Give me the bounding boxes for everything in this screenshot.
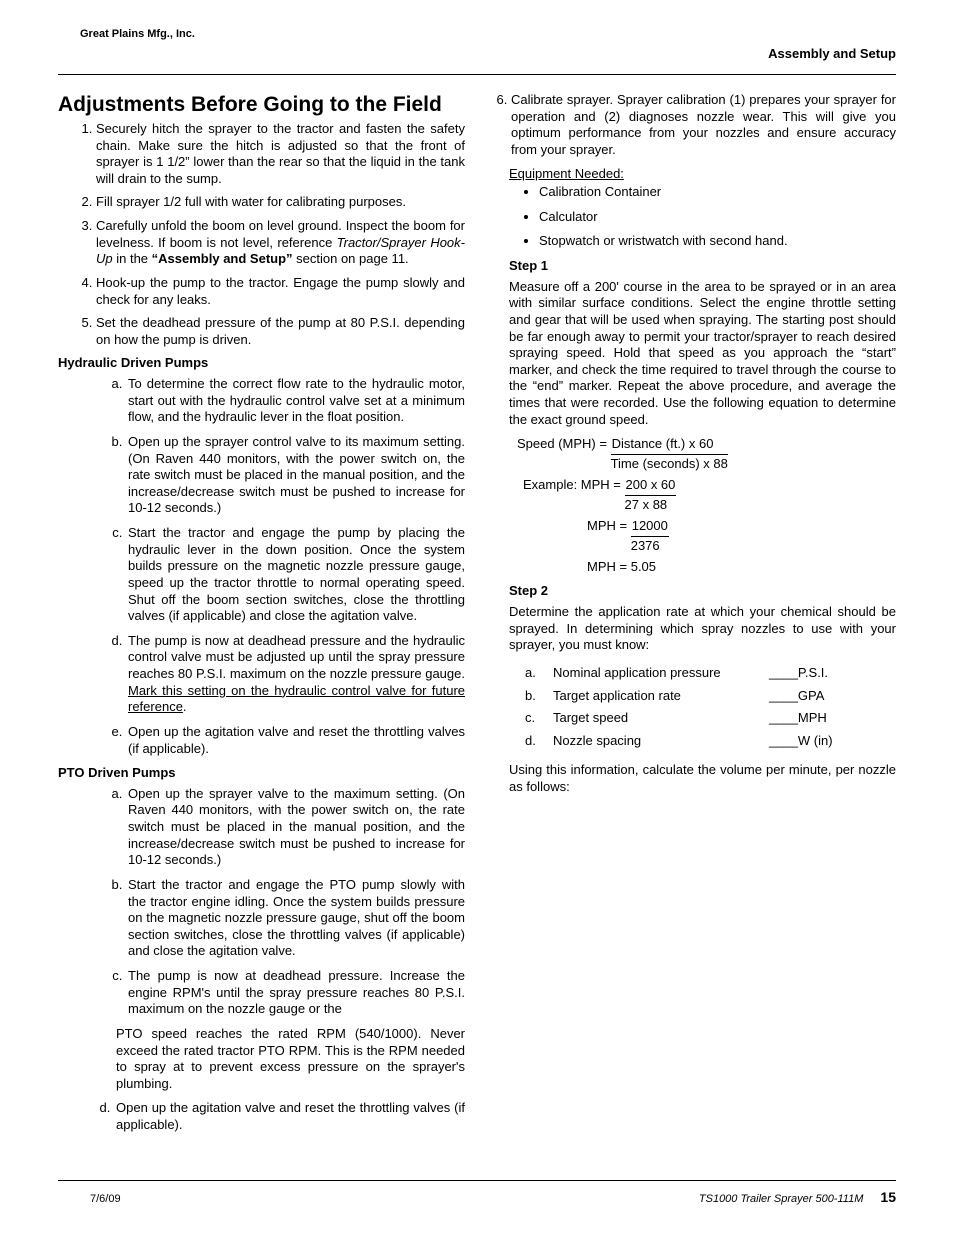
eq-result: 5.05 [631, 559, 656, 576]
text: section on page 11. [293, 251, 409, 266]
eq-denominator: 27 x 88 [625, 496, 677, 514]
row-desc: Target speed [553, 707, 769, 730]
list-item: Open up the sprayer valve to the maximum… [126, 786, 465, 869]
eq-label: MPH = [587, 518, 631, 535]
table-row: a. Nominal application pressure ____P.S.… [525, 662, 839, 685]
list-item: Carefully unfold the boom on level groun… [96, 218, 465, 268]
footer-date: 7/6/09 [90, 1193, 121, 1205]
eq-numerator: 12000 [631, 518, 669, 537]
list-item: Open up the agitation valve and reset th… [114, 1100, 465, 1133]
list-item: Set the deadhead pressure of the pump at… [96, 315, 465, 348]
list-item: Hook-up the pump to the tractor. Engage … [96, 275, 465, 308]
top-rule [58, 74, 896, 75]
list-item: Open up the sprayer control valve to its… [126, 434, 465, 517]
eq-label: MPH = [587, 559, 631, 576]
underline-text: Mark this setting on the hydraulic contr… [128, 683, 465, 715]
eq-fraction: Distance (ft.) x 60 Time (seconds) x 88 [611, 436, 728, 473]
eq-denominator: Time (seconds) x 88 [611, 455, 728, 473]
list-item: Calibrate sprayer. Sprayer calibration (… [511, 92, 896, 159]
equipment-heading: Equipment Needed: [509, 166, 624, 181]
row-letter: b. [525, 685, 553, 708]
row-desc: Target application rate [553, 685, 769, 708]
pto-list-cont: PTO speed reaches the rated RPM (540/100… [46, 1026, 465, 1134]
text: The pump is now at deadhead pressure and… [128, 633, 465, 681]
step2-after: Using this information, calculate the vo… [509, 762, 896, 795]
footer-product: TS1000 Trailer Sprayer 500-111M 15 [699, 1189, 896, 1205]
bottom-rule [58, 1180, 896, 1181]
eq-fraction: 200 x 60 27 x 88 [625, 477, 677, 514]
list-item-cont: PTO speed reaches the rated RPM (540/100… [114, 1026, 465, 1093]
list-item: Securely hitch the sprayer to the tracto… [96, 121, 465, 188]
list-item: Start the tractor and engage the pump by… [126, 525, 465, 625]
equation-block: Speed (MPH) = Distance (ft.) x 60 Time (… [517, 436, 896, 575]
eq-numerator: 200 x 60 [625, 477, 677, 496]
step2-text: Determine the application rate at which … [509, 604, 896, 654]
step2-heading: Step 2 [509, 583, 896, 600]
hydraulic-list: To determine the correct flow rate to th… [58, 376, 465, 757]
pto-list: Open up the sprayer valve to the maximum… [58, 786, 465, 1018]
list-item: Start the tractor and engage the PTO pum… [126, 877, 465, 960]
list-item: To determine the correct flow rate to th… [126, 376, 465, 426]
list-item: Stopwatch or wristwatch with second hand… [539, 233, 896, 250]
list-item: The pump is now at deadhead pressure and… [126, 633, 465, 716]
text: . [183, 699, 187, 714]
row-letter: c. [525, 707, 553, 730]
equipment-list: Calibration Container Calculator Stopwat… [489, 184, 896, 250]
list-item: The pump is now at deadhead pressure. In… [126, 968, 465, 1018]
row-unit: ____MPH [769, 707, 839, 730]
row-desc: Nominal application pressure [553, 662, 769, 685]
page: Great Plains Mfg., Inc. Assembly and Set… [0, 0, 954, 1235]
eq-fraction: 12000 2376 [631, 518, 669, 555]
list-item: Fill sprayer 1/2 full with water for cal… [96, 194, 465, 211]
row-letter: a. [525, 662, 553, 685]
eq-numerator: Distance (ft.) x 60 [611, 436, 728, 455]
header-section: Assembly and Setup [768, 46, 896, 61]
body-content: Adjustments Before Going to the Field Se… [58, 92, 896, 1165]
main-list: Securely hitch the sprayer to the tracto… [58, 121, 465, 349]
table-row: c. Target speed ____MPH [525, 707, 839, 730]
ref-bold: “Assembly and Setup” [152, 251, 293, 266]
step1-text: Measure off a 200' course in the area to… [509, 279, 896, 429]
row-unit: ____W (in) [769, 730, 839, 753]
eq-denominator: 2376 [631, 537, 669, 555]
eq-label: Speed (MPH) = [517, 436, 611, 453]
footer-product-text: TS1000 Trailer Sprayer 500-111M [699, 1193, 863, 1205]
subheading-pto: PTO Driven Pumps [58, 765, 465, 782]
main-list-cont: Calibrate sprayer. Sprayer calibration (… [489, 92, 896, 159]
list-item: Calculator [539, 209, 896, 226]
row-desc: Nozzle spacing [553, 730, 769, 753]
list-item: Calibration Container [539, 184, 896, 201]
table-row: d. Nozzle spacing ____W (in) [525, 730, 839, 753]
subheading-hydraulic: Hydraulic Driven Pumps [58, 355, 465, 372]
row-letter: d. [525, 730, 553, 753]
text: in the [113, 251, 152, 266]
eq-label: Example: MPH = [523, 477, 625, 494]
header-company: Great Plains Mfg., Inc. [80, 28, 195, 40]
page-title: Adjustments Before Going to the Field [58, 92, 465, 119]
page-number: 15 [880, 1189, 896, 1205]
step1-heading: Step 1 [509, 258, 896, 275]
list-item: Open up the agitation valve and reset th… [126, 724, 465, 757]
table-row: b. Target application rate ____GPA [525, 685, 839, 708]
fill-in-table: a. Nominal application pressure ____P.S.… [525, 662, 839, 753]
row-unit: ____P.S.I. [769, 662, 839, 685]
row-unit: ____GPA [769, 685, 839, 708]
